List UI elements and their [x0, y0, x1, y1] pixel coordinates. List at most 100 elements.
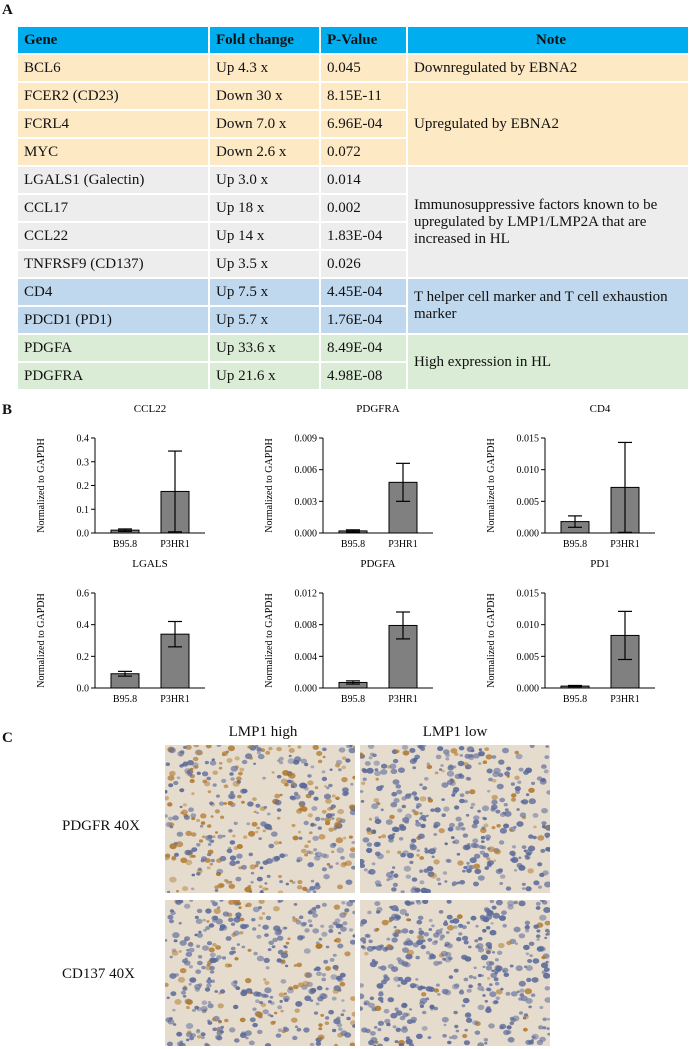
x-tick-label: P3HR1 — [388, 694, 417, 705]
ihc-image-pdgfr-high — [165, 745, 355, 893]
cell-fold-change: Up 14 x — [210, 223, 321, 251]
chart-title: CD4 — [590, 403, 611, 415]
cell-fold-change: Down 2.6 x — [210, 139, 321, 167]
cell-gene: PDCD1 (PD1) — [18, 307, 210, 335]
ihc-background — [360, 900, 550, 1046]
cell-fold-change: Up 4.3 x — [210, 55, 321, 83]
chart-title: PDGFA — [360, 558, 395, 570]
cell-gene: MYC — [18, 139, 210, 167]
cell-p-value: 8.15E-11 — [321, 83, 408, 111]
cell-p-value: 8.49E-04 — [321, 335, 408, 363]
table-row: PDGFA Up 33.6 x 8.49E-04 High expression in… — [18, 335, 690, 391]
cell-p-value: 0.014 — [321, 167, 408, 195]
y-tick-label: 0.4 — [77, 434, 90, 445]
y-tick-label: 0.000 — [295, 684, 318, 695]
x-tick-label: P3HR1 — [160, 539, 189, 550]
header-note: Note — [408, 27, 690, 55]
cell-p-value: 1.76E-04 — [321, 307, 408, 335]
cell-note: T helper cell marker and T cell exhausti… — [408, 279, 690, 335]
x-tick-label: B95.8 — [563, 694, 587, 705]
y-tick-label: 0.009 — [295, 434, 318, 445]
y-tick-label: 0.010 — [517, 620, 540, 631]
cell-fold-change: Up 21.6 x — [210, 363, 321, 391]
y-tick-label: 0.005 — [517, 497, 540, 508]
y-axis-label: Normalized to GAPDH — [486, 438, 497, 532]
cell-note: Downregulated by EBNA2 — [408, 55, 690, 83]
y-tick-label: 0.015 — [517, 434, 540, 445]
y-axis-label: Normalized to GAPDH — [36, 438, 47, 532]
y-tick-label: 0.005 — [517, 652, 540, 663]
ihc-column-label: LMP1 low — [422, 724, 488, 740]
cell-fold-change: Up 3.0 x — [210, 167, 321, 195]
y-axis-label: Normalized to GAPDH — [264, 438, 275, 532]
cell-gene: PDGFA — [18, 335, 210, 363]
cell-fold-change: Up 5.7 x — [210, 307, 321, 335]
ihc-cells — [165, 745, 355, 893]
table-row: TNFRSF9 (CD137) Up 3.5 x 0.026 — [18, 251, 690, 279]
cell-note: Upregulated by EBNA2 — [408, 83, 690, 167]
y-axis-label: Normalized to GAPDH — [486, 593, 497, 687]
cell-fold-change: Up 33.6 x — [210, 335, 321, 363]
gene-table: Gene Fold change P-Value Note BCL6 Up 4.3… — [18, 27, 690, 391]
y-tick-label: 0.015 — [517, 589, 540, 600]
y-tick-label: 0.2 — [77, 481, 90, 492]
cell-p-value: 1.83E-04 — [321, 223, 408, 251]
y-tick-label: 0.6 — [77, 589, 90, 600]
table-row: CD4 Up 7.5 x 4.45E-04 T helper cell marker … — [18, 279, 690, 335]
chart-title: LGALS — [132, 558, 167, 570]
cell-fold-change: Up 18 x — [210, 195, 321, 223]
y-tick-label: 0.012 — [295, 589, 318, 600]
cell-gene: FCRL4 — [18, 111, 210, 139]
cell-gene: LGALS1 (Galectin) — [18, 167, 210, 195]
y-tick-label: 0.2 — [77, 652, 90, 663]
table-header-row: Gene Fold change P-Value Note — [18, 27, 690, 55]
ihc-row-label: PDGFR 40X — [62, 818, 140, 834]
cell-fold-change: Up 7.5 x — [210, 279, 321, 307]
x-tick-label: B95.8 — [113, 694, 137, 705]
table-row: CCL22 Up 14 x 1.83E-04 — [18, 223, 690, 251]
ihc-column-label: LMP1 high — [228, 724, 298, 740]
y-tick-label: 0.000 — [517, 529, 540, 540]
bar-chart-pdgfa: PDGFA Normalized to GAPDH 0.000 0.004 0.008 0… — [264, 558, 433, 705]
x-tick-label: B95.8 — [563, 539, 587, 550]
table-row: BCL6 Up 4.3 x 0.045 Downregulated by EBNA2 — [18, 55, 690, 83]
bar-chart-lgals: LGALS Normalized to GAPDH 0.0 0.2 0.4 0.6 B95.… — [36, 558, 205, 705]
cell-p-value: 0.026 — [321, 251, 408, 279]
ihc-image-cd137-low — [360, 900, 550, 1046]
y-tick-label: 0.006 — [295, 465, 318, 476]
table-row: LGALS1 (Galectin) Up 3.0 x 0.014 Immunosupp… — [18, 167, 690, 279]
y-tick-label: 0.004 — [295, 652, 318, 663]
ihc-image-cd137-high — [165, 900, 355, 1046]
y-tick-label: 0.000 — [295, 529, 318, 540]
table-row: PDCD1 (PD1) Up 5.7 x 1.76E-04 — [18, 307, 690, 335]
cell-gene: BCL6 — [18, 55, 210, 83]
bar-chart-pdgfra: PDGFRA Normalized to GAPDH 0.000 0.003 0.006… — [264, 403, 433, 550]
x-tick-label: P3HR1 — [160, 694, 189, 705]
cell-p-value: 4.45E-04 — [321, 279, 408, 307]
cell-gene: CCL17 — [18, 195, 210, 223]
x-tick-label: B95.8 — [341, 539, 365, 550]
panel-b-label: B — [2, 402, 13, 418]
x-tick-label: B95.8 — [113, 539, 137, 550]
chart-title: PD1 — [590, 558, 610, 570]
bar-chart-cd4: CD4 Normalized to GAPDH 0.000 0.005 0.010 0.0… — [486, 403, 655, 550]
panel-c-label: C — [2, 730, 13, 746]
x-tick-label: B95.8 — [341, 694, 365, 705]
y-tick-label: 0.010 — [517, 465, 540, 476]
bar-chart-ccl22: CCL22 Normalized to GAPDH 0.0 0.1 0.2 0.3 0.4 B… — [36, 403, 205, 550]
y-axis-label: Normalized to GAPDH — [36, 593, 47, 687]
chart-title: PDGFRA — [356, 403, 399, 415]
cell-fold-change: Down 30 x — [210, 83, 321, 111]
header-gene: Gene — [18, 27, 210, 55]
y-tick-label: 0.3 — [77, 457, 90, 468]
table-row: CCL17 Up 18 x 0.002 — [18, 195, 690, 223]
y-tick-label: 0.4 — [77, 620, 90, 631]
bar-charts-panel: CCL22 Normalized to GAPDH 0.0 0.1 0.2 0.3 0.4 B… — [0, 400, 694, 710]
cell-p-value: 0.072 — [321, 139, 408, 167]
y-tick-label: 0.000 — [517, 684, 540, 695]
cell-p-value: 0.002 — [321, 195, 408, 223]
cell-gene: FCER2 (CD23) — [18, 83, 210, 111]
header-fold-change: Fold change — [210, 27, 321, 55]
y-tick-label: 0.0 — [77, 684, 90, 695]
ihc-image-pdgfr-low — [360, 745, 550, 893]
